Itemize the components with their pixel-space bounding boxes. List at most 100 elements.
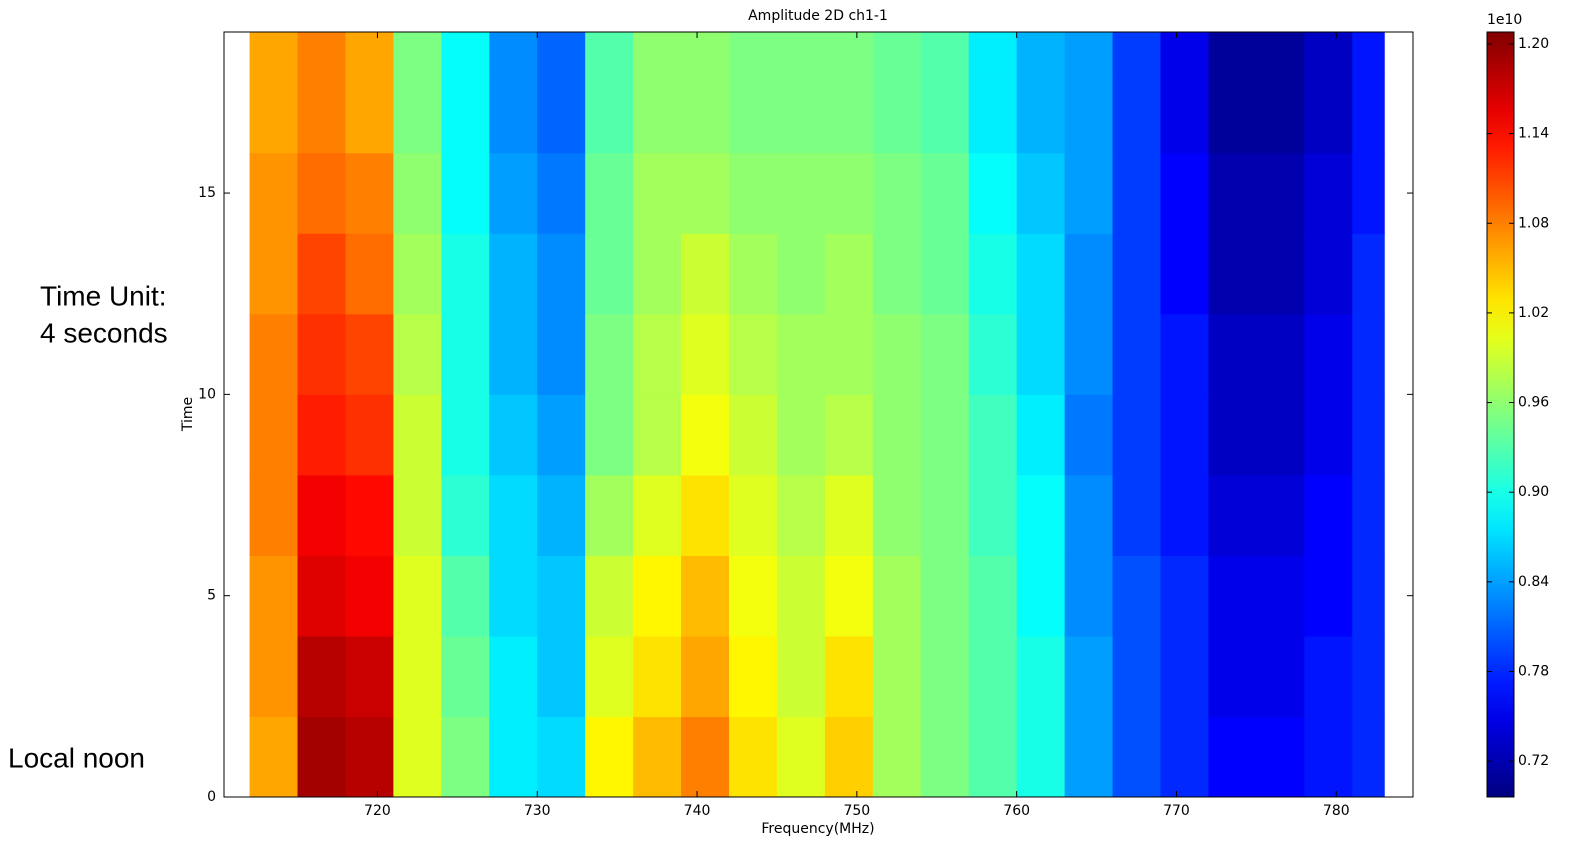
heatmap-cell [920,716,970,798]
heatmap-cell [1352,313,1385,395]
heatmap-cell [920,152,970,234]
heatmap-cell [968,72,1018,154]
y-tick-label: 10 [198,386,216,402]
heatmap-cell [681,555,730,637]
heatmap-cell [681,72,730,154]
heatmap-cell [441,313,490,395]
heatmap-cell [729,233,778,315]
heatmap-cell [872,152,922,234]
heatmap-cell [1016,152,1066,234]
heatmap-cell [489,555,538,637]
heatmap-cell [824,635,874,717]
heatmap-cell [1208,233,1257,315]
heatmap-cell [1016,716,1066,798]
heatmap-cell [1016,555,1066,637]
heatmap-cell [297,72,346,154]
heatmap-cell [1352,233,1385,315]
heatmap-cell [1016,72,1066,154]
heatmap-cell [633,474,682,556]
colorbar-tick-label: 1.20 [1518,36,1549,52]
heatmap-cell [1160,394,1209,476]
heatmap-cell [1064,474,1114,556]
heatmap-cell [537,716,586,798]
heatmap-cell [1256,32,1305,73]
heatmap-cell [1064,555,1114,637]
heatmap-cell [1304,313,1353,395]
heatmap-cell [393,555,442,637]
heatmap-cell [1064,72,1114,154]
heatmap-cell [489,394,538,476]
heatmap-cell [297,152,346,234]
heatmap-cell [537,635,586,717]
heatmap-cell [776,233,826,315]
heatmap-cell [1064,313,1114,395]
heatmap-cell [872,72,922,154]
heatmap-cell [1256,635,1305,717]
heatmap-cell [920,635,970,717]
heatmap-cell [872,555,922,637]
heatmap-cell [776,555,826,637]
heatmap-cell [776,394,826,476]
heatmap-cell [345,716,394,798]
heatmap-cell [776,474,826,556]
heatmap-cell [633,152,682,234]
heatmap-cell [441,716,490,798]
heatmap-cell [1112,233,1161,315]
heatmap-cell [345,313,394,395]
heatmap-cell [1352,72,1385,154]
heatmap-cell [489,152,538,234]
y-tick-label: 15 [198,185,216,201]
heatmap-cell [441,555,490,637]
heatmap-cell [441,152,490,234]
heatmap-cell [585,313,634,395]
heatmap-cell [297,716,346,798]
heatmap-cell [824,394,874,476]
heatmap-cell [1352,152,1385,234]
y-tick-label: 5 [207,588,216,604]
heatmap-cell [345,394,394,476]
heatmap-cell [633,716,682,798]
heatmap-cell [824,474,874,556]
heatmap-cell [537,32,586,73]
heatmap-cell [1064,152,1114,234]
heatmap-cell [681,716,730,798]
heatmap-cell [249,152,299,234]
heatmap-cell [729,716,778,798]
heatmap-cell [249,32,299,73]
heatmap-cell [824,72,874,154]
heatmap-cell [776,313,826,395]
heatmap-cell [1160,555,1209,637]
x-tick-label: 750 [843,803,870,819]
heatmap-cell [393,313,442,395]
heatmap-cell [585,635,634,717]
heatmap-cell [968,635,1018,717]
heatmap-cell [1160,32,1209,73]
heatmap-cell [1160,313,1209,395]
heatmap-cell [441,635,490,717]
heatmap-cell [393,716,442,798]
heatmap-cell [824,313,874,395]
x-axis-label: Frequency(MHz) [761,821,874,837]
heatmap-cell [824,233,874,315]
heatmap-cell [441,394,490,476]
heatmap-cell [729,394,778,476]
heatmap-cell [297,32,346,73]
heatmap-cell [585,555,634,637]
heatmap-cell [1160,152,1209,234]
heatmap-cell [1304,32,1353,73]
heatmap-cell [729,32,778,73]
heatmap-cell [249,394,299,476]
heatmap-cell [537,555,586,637]
heatmap-cell [1256,474,1305,556]
heatmap-cell [1016,394,1066,476]
annotation: 4 seconds [40,317,168,348]
heatmap-cell [824,555,874,637]
heatmap-cell [537,474,586,556]
heatmap-cell [920,72,970,154]
heatmap-cell [585,394,634,476]
heatmap-cell [393,72,442,154]
heatmap-cell [1256,72,1305,154]
heatmap-cell [345,72,394,154]
heatmap-cell [1016,474,1066,556]
heatmap-cell [1256,233,1305,315]
